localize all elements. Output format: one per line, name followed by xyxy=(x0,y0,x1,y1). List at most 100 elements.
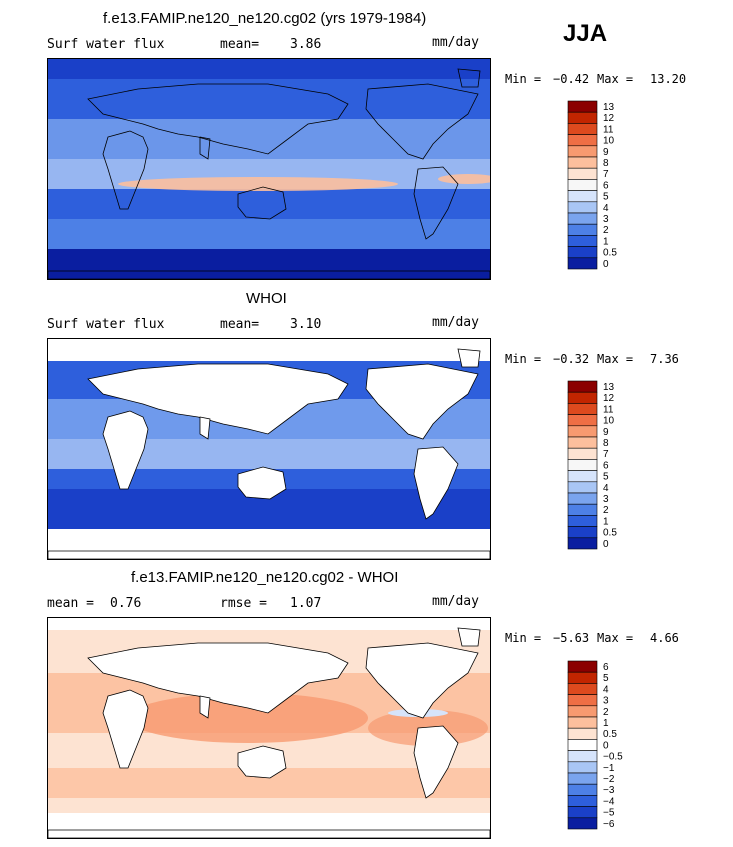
colorbar-swatch xyxy=(567,391,598,404)
colorbar-swatch xyxy=(567,727,598,740)
colorbar-tick-label: −2 xyxy=(603,774,615,785)
colorbar-swatch xyxy=(567,694,598,707)
colorbar-swatch xyxy=(567,716,598,729)
continent-outline xyxy=(413,446,459,520)
continent-outline xyxy=(237,466,287,500)
colorbar-tick-label: 2 xyxy=(603,505,609,516)
panel1-min-value: −0.42 xyxy=(553,72,590,86)
colorbar-swatch xyxy=(567,134,598,147)
panel3-mean-label: mean = xyxy=(47,596,94,611)
continent-outline xyxy=(365,83,479,160)
colorbar-swatch xyxy=(567,223,598,236)
colorbar-swatch xyxy=(567,683,598,695)
colorbar-tick-label: 4 xyxy=(603,203,609,214)
colorbar-swatch xyxy=(567,705,598,718)
colorbar-tick-label: 11 xyxy=(603,124,614,135)
colorbar-swatch xyxy=(567,257,598,270)
colorbar-tick-label: 1 xyxy=(603,718,609,729)
panel1-arctic-band xyxy=(48,59,490,79)
continent-outline xyxy=(48,270,490,279)
colorbar-tick-label: 0 xyxy=(603,740,609,751)
colorbar-swatch xyxy=(567,403,598,415)
colorbar-tick-label: 0.5 xyxy=(603,729,617,740)
colorbar-tick-label: 8 xyxy=(603,158,609,169)
colorbar-swatch xyxy=(567,537,598,550)
colorbar-tick-label: 2 xyxy=(603,707,609,718)
colorbar-tick-label: 12 xyxy=(603,113,615,124)
panel2-min-value: −0.32 xyxy=(553,352,590,366)
continent-outline xyxy=(365,642,479,719)
panel3-mean-value: 0.76 xyxy=(110,596,142,611)
continent-outline xyxy=(199,416,211,440)
colorbar-tick-label: −4 xyxy=(603,796,615,807)
colorbar-tick-label: 0.5 xyxy=(603,248,617,259)
panel1-map xyxy=(47,58,491,280)
colorbar-swatch xyxy=(567,492,598,505)
panel1-colorbar: 13 12 11 10 9 8 7 6 5 4 3 2 1 0.5 0 xyxy=(567,100,647,287)
panel3-max-value: 4.66 xyxy=(650,631,679,645)
colorbar-tick-label: 0 xyxy=(603,259,609,270)
panel2-max-label: Max = xyxy=(597,352,634,366)
colorbar-swatch xyxy=(567,414,598,427)
colorbar-tick-label: −3 xyxy=(603,785,615,796)
continent-outline xyxy=(457,627,481,647)
colorbar-swatch xyxy=(567,425,598,438)
panel3-arctic-mask xyxy=(48,618,490,630)
continent-outline xyxy=(413,725,459,799)
colorbar-swatch xyxy=(567,380,598,393)
colorbar-tick-label: 3 xyxy=(603,696,609,707)
panel3-colorbar: 6 5 4 3 2 1 0.5 0 −0.5 −1 −2 −3 −4 −5 −6 xyxy=(567,660,647,847)
colorbar-tick-label: 4 xyxy=(603,684,609,695)
colorbar-tick-label: 1 xyxy=(603,516,609,527)
panel3-title: f.e13.FAMIP.ne120_ne120.cg02 - WHOI xyxy=(131,569,399,586)
colorbar-tick-label: 9 xyxy=(603,427,609,438)
continent-outline xyxy=(237,745,287,779)
panel2-mean-value: 3.10 xyxy=(290,317,322,332)
colorbar-swatch xyxy=(567,795,598,807)
continent-outline xyxy=(199,136,211,160)
panel1-tropical-band xyxy=(48,119,490,159)
colorbar-tick-label: 6 xyxy=(603,180,609,191)
panel3-land xyxy=(48,627,490,838)
panel3-min-label: Min = xyxy=(505,631,542,645)
panel3-max-label: Max = xyxy=(597,631,634,645)
colorbar-swatch xyxy=(567,167,598,180)
panel3-map-svg xyxy=(48,618,490,838)
continent-outline xyxy=(237,186,287,220)
colorbar-tick-label: 3 xyxy=(603,214,609,225)
colorbar-swatch xyxy=(567,806,598,819)
colorbar-swatch xyxy=(567,190,598,203)
colorbar-tick-label: 3 xyxy=(603,494,609,505)
colorbar-tick-label: 10 xyxy=(603,416,615,427)
continent-outline xyxy=(413,166,459,240)
colorbar-tick-label: 1 xyxy=(603,236,609,247)
colorbar-tick-label: 6 xyxy=(603,460,609,471)
panel1-title: f.e13.FAMIP.ne120_ne120.cg02 (yrs 1979-1… xyxy=(103,10,427,27)
colorbar-swatch xyxy=(567,111,598,124)
colorbar-tick-label: −5 xyxy=(603,808,615,819)
colorbar-tick-label: 8 xyxy=(603,438,609,449)
panel1-antarctic-band xyxy=(48,249,490,279)
colorbar-tick-label: 5 xyxy=(603,673,609,684)
panel3-rmse-label: rmse = xyxy=(220,596,267,611)
continent-outline xyxy=(87,83,349,155)
panel1-mean-label: mean= xyxy=(220,37,260,52)
colorbar-swatch xyxy=(567,750,598,763)
panel3-map xyxy=(47,617,491,839)
colorbar-swatch xyxy=(567,761,598,774)
continent-outline xyxy=(365,363,479,440)
colorbar-tick-label: 13 xyxy=(603,102,615,113)
panel1-map-svg xyxy=(48,59,490,279)
continent-outline xyxy=(87,642,349,714)
continent-outline xyxy=(457,68,481,88)
colorbar-swatch xyxy=(567,783,598,796)
colorbar-tick-label: −6 xyxy=(603,819,615,830)
colorbar-tick-label: 0.5 xyxy=(603,528,617,539)
panel2-variable-label: Surf water flux xyxy=(47,317,165,332)
panel1-max-value: 13.20 xyxy=(650,72,687,86)
colorbar-swatch xyxy=(567,660,598,673)
panel2-mean-label: mean= xyxy=(220,317,260,332)
panel1-southern-band xyxy=(48,219,490,249)
colorbar-tick-label: 10 xyxy=(603,136,615,147)
